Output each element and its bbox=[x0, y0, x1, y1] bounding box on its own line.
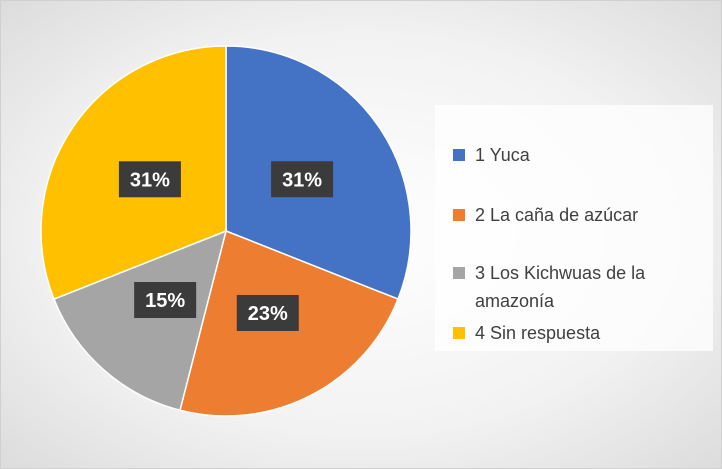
data-label: 15% bbox=[145, 290, 185, 312]
legend-item: 2 La caña de azúcar bbox=[453, 201, 688, 229]
legend: 1 Yuca 2 La caña de azúcar 3 Los Kichwuas … bbox=[435, 105, 713, 351]
label-box bbox=[271, 161, 334, 198]
legend-label: 2 La caña de azúcar bbox=[475, 205, 639, 225]
legend-swatch bbox=[453, 149, 465, 161]
label-box bbox=[118, 161, 181, 198]
data-label: 31% bbox=[130, 169, 170, 191]
legend-item: 4 Sin respuesta bbox=[453, 319, 688, 347]
pie-slice bbox=[53, 229, 228, 412]
legend-swatch bbox=[453, 267, 465, 279]
legend-item: 1 Yuca bbox=[453, 141, 688, 169]
label-box bbox=[236, 294, 299, 331]
legend-swatch bbox=[453, 209, 465, 221]
legend-label: 1 Yuca bbox=[475, 145, 530, 165]
legend-swatch bbox=[453, 327, 465, 339]
legend-label: 4 Sin respuesta bbox=[475, 323, 601, 343]
data-label: 31% bbox=[282, 169, 322, 191]
legend-label: 3 Los Kichwuas de la amazonía bbox=[475, 263, 646, 311]
label-box bbox=[134, 282, 197, 319]
data-label: 23% bbox=[248, 303, 288, 325]
legend-item: 3 Los Kichwuas de la amazonía bbox=[453, 259, 688, 315]
